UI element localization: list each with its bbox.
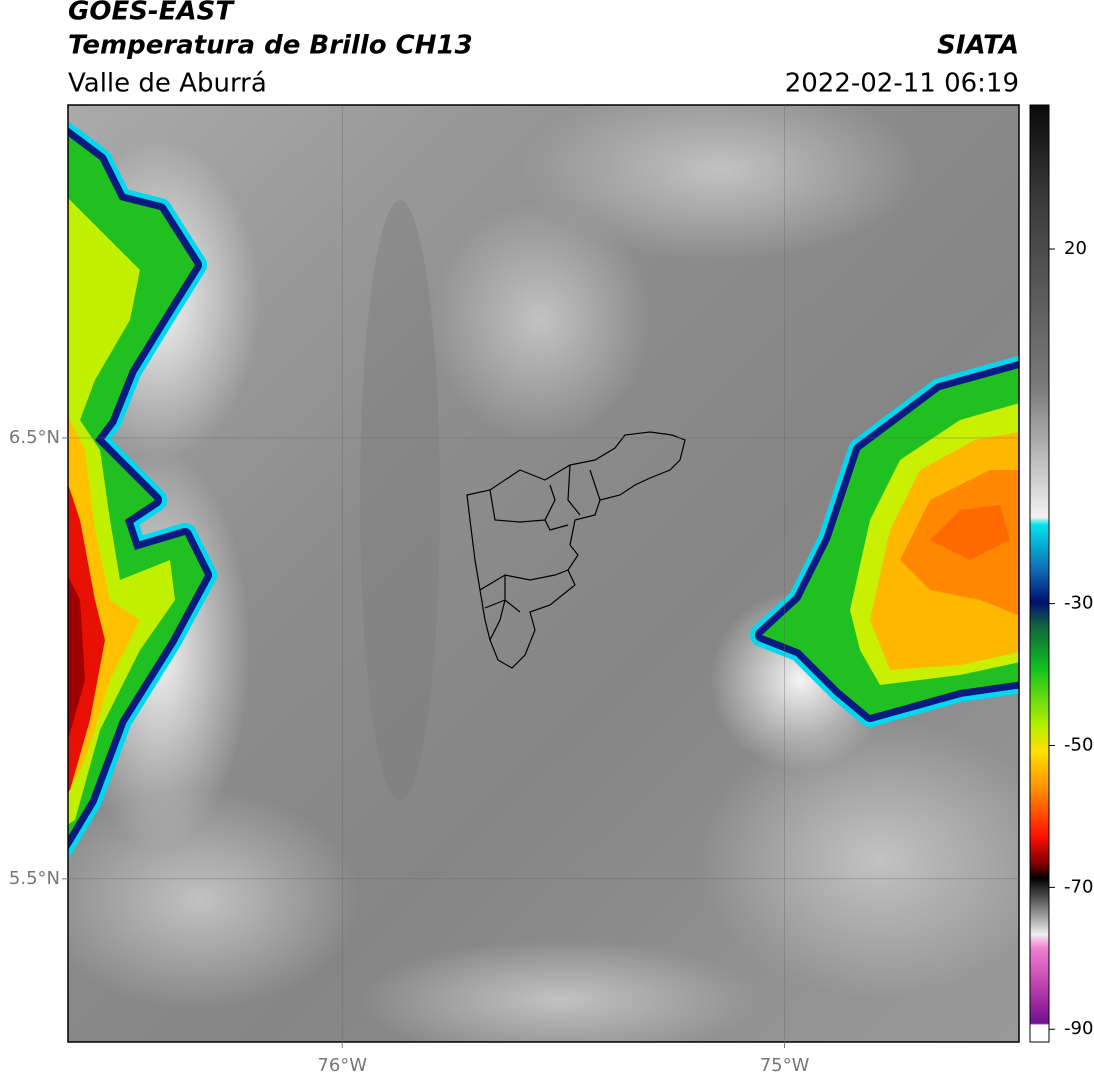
x-tick-label: 75°W <box>760 1055 810 1076</box>
x-tick-label: 76°W <box>317 1055 367 1076</box>
map-frame <box>67 104 1020 1043</box>
region: Valle de Aburrá <box>68 69 267 99</box>
cloud-left <box>68 121 217 859</box>
title: GOES-EAST <box>68 0 235 27</box>
subtitle: Temperatura de Brillo CH13 <box>68 31 473 61</box>
valle-aburra-outline <box>466 431 686 669</box>
colorbar-tick-label: -90 <box>1064 1018 1093 1039</box>
imagery <box>68 105 1019 1042</box>
colorbar-tick-label: -50 <box>1064 735 1093 756</box>
source: SIATA <box>937 31 1019 61</box>
datetime: 2022-02-11 06:19 <box>785 69 1019 99</box>
colorbar-tick-label: 20 <box>1064 238 1087 259</box>
y-tick-label: 5.5°N <box>9 868 60 889</box>
colorbar <box>1029 104 1050 1043</box>
colorbar-tick-label: -30 <box>1064 593 1093 614</box>
cloud-right <box>750 355 1019 727</box>
colorbar-tick-label: -70 <box>1064 876 1093 897</box>
y-tick-label: 6.5°N <box>9 427 60 448</box>
